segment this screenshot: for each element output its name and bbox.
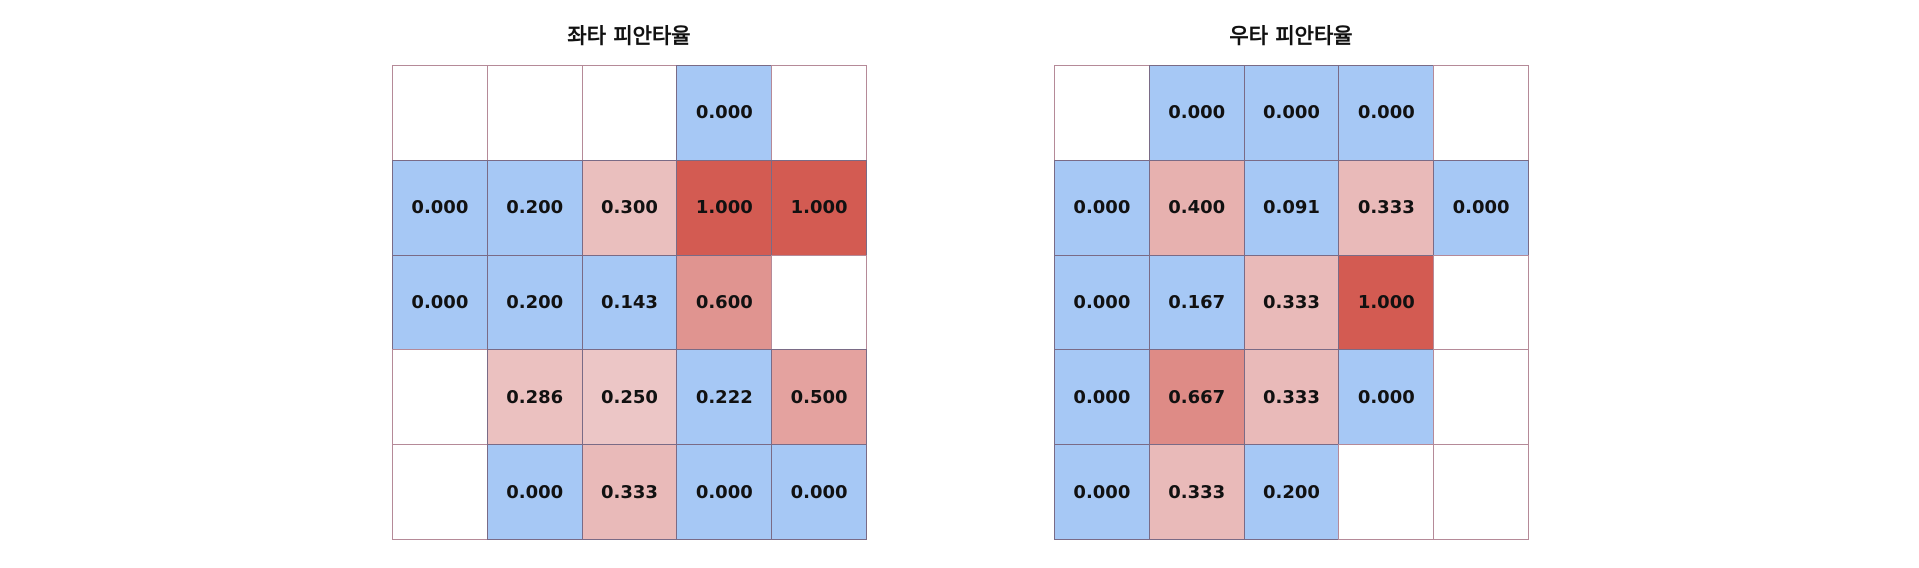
heatmap-cell: 0.000 [1338, 65, 1435, 161]
heatmap-cell: 0.333 [1148, 444, 1245, 540]
heatmap-cell [1054, 65, 1150, 161]
heatmap-cell: 0.400 [1148, 159, 1245, 256]
heatmap-cell [486, 65, 583, 161]
heatmap-grid: 0.000 0.000 0.000 0.000 0.400 0.091 0.333 0.000… [1054, 65, 1529, 540]
heatmap-cell: 0.000 [1433, 159, 1529, 256]
heatmap-cell: 0.200 [486, 159, 583, 256]
heatmap-cell: 0.333 [1338, 159, 1435, 256]
heatmap-cell: 0.222 [676, 349, 773, 446]
heatmap-cell: 0.333 [1243, 349, 1340, 446]
heatmap-cell: 0.143 [581, 254, 678, 351]
heatmap-cell: 0.600 [676, 254, 773, 351]
heatmap-cell: 0.000 [676, 65, 773, 161]
heatmap-cell: 1.000 [1338, 254, 1435, 351]
heatmap-cell: 0.000 [1054, 159, 1150, 256]
heatmap-cell [392, 444, 488, 540]
heatmap-cell [771, 65, 867, 161]
heatmap-cell: 0.200 [486, 254, 583, 351]
heatmap-cell: 0.000 [771, 444, 867, 540]
heatmap-cell [1433, 254, 1529, 351]
heatmap-cell: 0.286 [486, 349, 583, 446]
panel-title: 좌타 피안타율 [567, 24, 691, 48]
heatmap-cell: 0.000 [392, 159, 488, 256]
heatmap-cell [1433, 65, 1529, 161]
heatmap-cell: 0.200 [1243, 444, 1340, 540]
heatmap-grid: 0.000 0.000 0.200 0.300 1.000 1.000 0.000 0.200… [392, 65, 867, 540]
heatmap-cell: 0.000 [1054, 349, 1150, 446]
panel-title: 우타 피안타율 [1229, 24, 1353, 48]
heatmap-cell: 0.167 [1148, 254, 1245, 351]
heatmap-cell: 0.333 [581, 444, 678, 540]
heatmap-cell: 0.333 [1243, 254, 1340, 351]
heatmap-cell [1433, 444, 1529, 540]
heatmap-cell: 0.000 [1054, 254, 1150, 351]
heatmap-cell: 0.250 [581, 349, 678, 446]
heatmap-cell: 0.000 [676, 444, 773, 540]
heatmap-cell [1433, 349, 1529, 446]
heatmap-cell: 0.000 [1054, 444, 1150, 540]
heatmap-cell [392, 65, 488, 161]
heatmap-cell [771, 254, 867, 351]
heatmap-cell [1338, 444, 1435, 540]
heatmap-cell: 0.500 [771, 349, 867, 446]
heatmap-cell: 0.091 [1243, 159, 1340, 256]
heatmap-cell: 0.000 [1148, 65, 1245, 161]
heatmap-cell: 0.000 [1243, 65, 1340, 161]
heatmap-cell: 0.667 [1148, 349, 1245, 446]
heatmap-cell [581, 65, 678, 161]
heatmap-cell: 0.000 [392, 254, 488, 351]
heatmap-cell [392, 349, 488, 446]
heatmap-cell: 0.000 [486, 444, 583, 540]
heatmap-cell: 1.000 [771, 159, 867, 256]
heatmap-cell: 0.300 [581, 159, 678, 256]
heatmap-cell: 1.000 [676, 159, 773, 256]
heatmap-cell: 0.000 [1338, 349, 1435, 446]
